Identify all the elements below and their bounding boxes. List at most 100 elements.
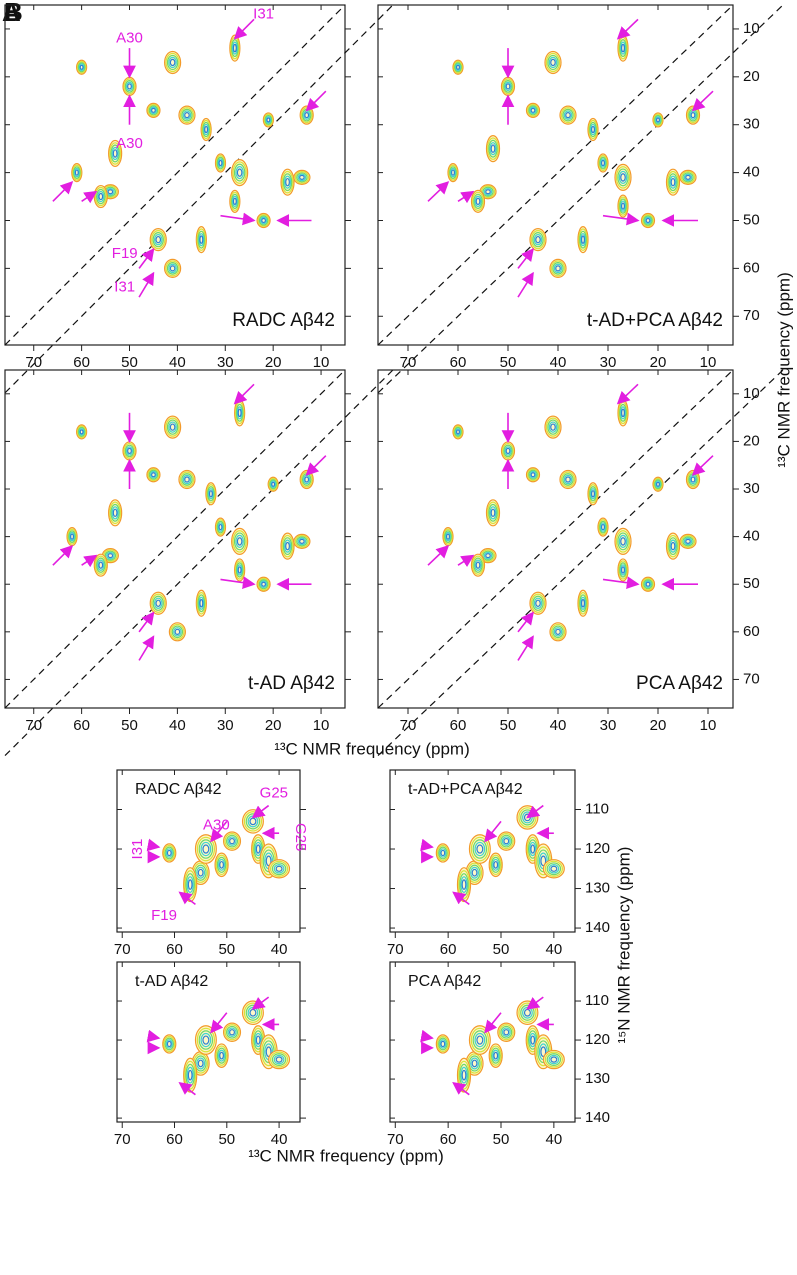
peak: [178, 469, 196, 490]
contour-level: [471, 1059, 478, 1068]
contour-level: [443, 528, 453, 545]
contour-level: [550, 865, 558, 872]
contour-level: [474, 1032, 486, 1048]
peak: [293, 533, 311, 549]
diagonal: [4, 4, 346, 346]
contour-level: [98, 192, 104, 201]
contour-level: [255, 844, 261, 854]
contour-level: [187, 879, 193, 890]
contour-level: [216, 520, 225, 534]
contour-level: [589, 121, 597, 138]
contour-level: [207, 486, 215, 502]
contour-level: [261, 217, 267, 224]
contour-level: [147, 468, 160, 482]
peak: [488, 1043, 503, 1068]
y-axis-title: ¹³C NMR frequency (ppm): [774, 272, 793, 468]
contour-level: [271, 862, 287, 876]
contour-level: [173, 627, 182, 637]
diagonal: [4, 369, 346, 709]
annotation: F19: [112, 245, 138, 262]
contour-level: [151, 472, 156, 478]
x-tick-label: 20: [650, 717, 667, 734]
contour-level: [493, 860, 499, 869]
peak: [214, 517, 227, 537]
peak: [268, 859, 291, 879]
contour-level: [446, 533, 451, 540]
x-tick-label: 30: [600, 354, 617, 371]
contour-level: [470, 1027, 489, 1053]
contour-level: [217, 1049, 226, 1062]
contour-level: [257, 577, 270, 591]
contour-level: [201, 119, 211, 140]
contour-level: [440, 849, 446, 857]
contour-level: [77, 426, 86, 437]
contour-level: [104, 550, 117, 561]
peak: [299, 105, 314, 125]
x-tick-label: 10: [313, 354, 330, 371]
arrow: [526, 996, 544, 1010]
arrow: [452, 1082, 470, 1096]
peak: [229, 34, 241, 62]
contour-level: [454, 62, 462, 73]
contour-level: [204, 125, 209, 134]
arrow: [305, 90, 327, 112]
contour-level: [282, 537, 293, 556]
contour-level: [530, 593, 546, 613]
x-tick-label: 60: [440, 1131, 457, 1148]
contour-level: [444, 530, 452, 543]
arrow: [251, 996, 270, 1010]
contour-level: [474, 195, 482, 207]
contour-level: [436, 1035, 449, 1053]
contour-level: [544, 1051, 563, 1068]
contour-level: [488, 139, 498, 158]
contour-level: [273, 1054, 285, 1065]
peak: [149, 228, 167, 252]
contour-level: [265, 855, 272, 867]
arrow: [210, 820, 228, 843]
contour-level: [501, 1027, 511, 1038]
contour-level: [553, 627, 563, 637]
contour-level: [107, 553, 114, 559]
contour-level: [600, 158, 606, 168]
panel-title: RADC Aβ42: [135, 781, 222, 798]
peak: [485, 499, 501, 527]
contour-level: [281, 170, 294, 194]
contour-level: [197, 1059, 204, 1068]
contour-level: [680, 535, 696, 548]
contour-level: [264, 114, 273, 126]
x-tick-label: 50: [493, 941, 510, 958]
arrow: [220, 576, 256, 589]
x-tick-label: 50: [218, 941, 235, 958]
contour-level: [600, 523, 605, 531]
contour-level: [474, 559, 482, 571]
peak: [685, 469, 701, 490]
diagonal: [377, 4, 734, 346]
peak: [162, 843, 177, 863]
x-tick-label: 40: [271, 941, 288, 958]
peak: [542, 859, 565, 879]
contour-level: [620, 564, 626, 576]
contour-level: [124, 444, 135, 458]
peak: [162, 1034, 177, 1054]
y-tick-label: 140: [585, 1109, 610, 1126]
contour-level: [548, 863, 560, 874]
contour-level: [669, 539, 677, 553]
contour-level: [273, 863, 285, 874]
contour-level: [690, 112, 696, 119]
contour-level: [271, 1053, 287, 1066]
y-tick-label: 140: [585, 919, 610, 936]
contour-level: [505, 83, 511, 90]
peak: [241, 809, 264, 834]
arrow: [526, 804, 544, 819]
y-tick-label: 20: [743, 68, 760, 85]
contour-level: [281, 534, 294, 558]
contour-level: [166, 419, 179, 435]
peak: [280, 532, 295, 560]
contour-level: [258, 579, 269, 590]
x-tick-label: 20: [265, 354, 282, 371]
contour-level: [438, 846, 448, 860]
contour-level: [544, 415, 562, 439]
contour-level: [487, 501, 499, 525]
diagonal: [377, 369, 734, 709]
contour-level: [125, 81, 134, 92]
